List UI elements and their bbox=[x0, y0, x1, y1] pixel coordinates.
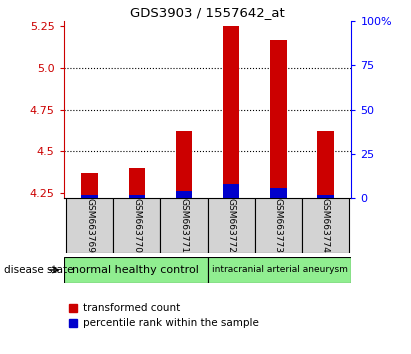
Text: GSM663774: GSM663774 bbox=[321, 198, 330, 253]
Bar bbox=[270, 188, 286, 198]
Text: GSM663772: GSM663772 bbox=[226, 198, 236, 253]
Bar bbox=[129, 168, 145, 198]
Legend: transformed count, percentile rank within the sample: transformed count, percentile rank withi… bbox=[65, 299, 263, 332]
Bar bbox=[81, 173, 98, 198]
FancyBboxPatch shape bbox=[255, 198, 302, 253]
Bar bbox=[270, 40, 286, 198]
Text: normal healthy control: normal healthy control bbox=[72, 265, 199, 275]
Bar bbox=[317, 131, 334, 198]
Bar bbox=[223, 26, 239, 198]
FancyBboxPatch shape bbox=[208, 257, 351, 282]
Text: GSM663770: GSM663770 bbox=[132, 198, 141, 253]
Bar bbox=[176, 191, 192, 198]
Bar bbox=[81, 195, 98, 198]
FancyBboxPatch shape bbox=[160, 198, 208, 253]
Title: GDS3903 / 1557642_at: GDS3903 / 1557642_at bbox=[130, 6, 285, 19]
Bar bbox=[317, 195, 334, 198]
Text: GSM663771: GSM663771 bbox=[180, 198, 189, 253]
Bar bbox=[223, 184, 239, 198]
FancyBboxPatch shape bbox=[66, 198, 113, 253]
FancyBboxPatch shape bbox=[208, 198, 255, 253]
Text: intracranial arterial aneurysm: intracranial arterial aneurysm bbox=[212, 266, 347, 274]
FancyBboxPatch shape bbox=[113, 198, 160, 253]
FancyBboxPatch shape bbox=[302, 198, 349, 253]
Bar bbox=[129, 195, 145, 198]
FancyBboxPatch shape bbox=[64, 257, 208, 282]
Text: GSM663769: GSM663769 bbox=[85, 198, 94, 253]
Text: GSM663773: GSM663773 bbox=[274, 198, 283, 253]
Bar bbox=[176, 131, 192, 198]
Text: disease state: disease state bbox=[4, 265, 74, 275]
